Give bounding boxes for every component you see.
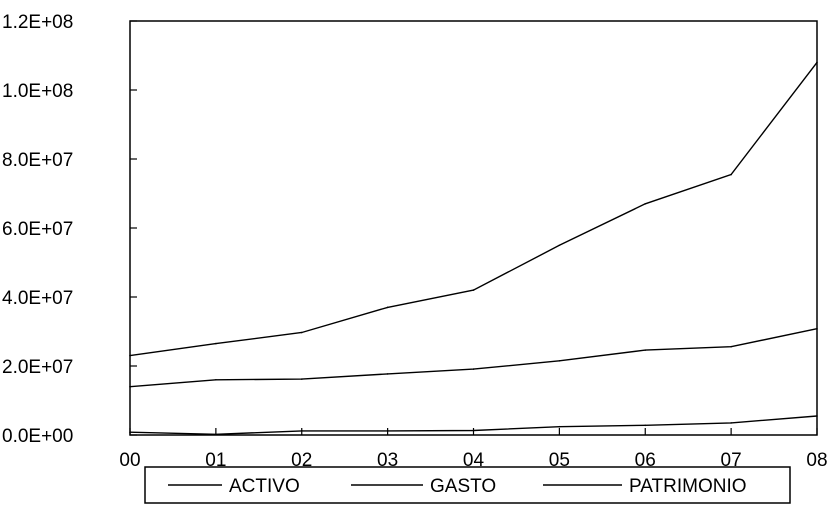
- data-point-activo: [129, 354, 131, 357]
- data-point-patrimonio: [129, 431, 131, 434]
- series-line-activo: [129, 61, 818, 357]
- x-tick-label: 06: [635, 450, 656, 471]
- data-point-activo: [300, 331, 303, 334]
- x-tick-label: 08: [806, 450, 827, 471]
- x-axis: 00 01 02 03 04 05 06 07 08: [119, 428, 827, 471]
- x-tick-label: 04: [463, 450, 485, 471]
- y-tick-label: 2.0E+07: [2, 357, 73, 378]
- y-tick-label: 0.0E+00: [2, 426, 73, 447]
- data-point-activo: [558, 244, 561, 247]
- y-tick-label: 1.2E+08: [2, 12, 73, 33]
- data-point-activo: [472, 289, 475, 291]
- y-axis: 0.0E+00 2.0E+07 4.0E+07 6.0E+07 8.0E+07 1.0E+…: [2, 12, 137, 447]
- data-point-gasto: [644, 349, 647, 351]
- data-point-activo: [215, 342, 217, 345]
- data-point-gasto: [129, 385, 131, 388]
- data-point-gasto: [558, 360, 561, 362]
- data-point-patrimonio: [300, 430, 303, 432]
- x-tick-label: 00: [119, 450, 140, 471]
- legend-label-gasto: GASTO: [430, 476, 496, 497]
- legend: ACTIVO GASTO PATRIMONIO: [144, 466, 791, 504]
- data-point-gasto: [386, 373, 389, 375]
- x-tick-label: 01: [205, 450, 226, 471]
- x-tick-label: 07: [721, 450, 742, 471]
- legend-label-patrimonio: PATRIMONIO: [629, 476, 747, 497]
- data-point-gasto: [472, 368, 475, 370]
- series-lines: [129, 61, 818, 436]
- data-point-gasto: [215, 379, 217, 381]
- data-point-patrimonio: [730, 422, 732, 424]
- data-point-patrimonio: [816, 415, 818, 417]
- legend-box: [144, 466, 791, 504]
- x-tick-label: 05: [549, 450, 570, 471]
- legend-label-activo: ACTIVO: [229, 476, 300, 497]
- data-point-gasto: [730, 345, 732, 348]
- x-tick-label: 02: [291, 450, 312, 471]
- data-point-patrimonio: [215, 433, 217, 436]
- series-line-gasto: [129, 328, 818, 388]
- data-point-patrimonio: [558, 425, 561, 428]
- data-point-patrimonio: [386, 430, 389, 432]
- y-tick-label: 1.0E+08: [2, 81, 73, 102]
- y-tick-label: 4.0E+07: [2, 288, 73, 309]
- data-point-gasto: [816, 327, 818, 330]
- data-point-activo: [644, 203, 647, 205]
- data-point-activo: [730, 173, 732, 176]
- data-point-patrimonio: [472, 429, 475, 432]
- data-point-activo: [386, 306, 389, 309]
- data-point-gasto: [300, 378, 303, 380]
- y-tick-label: 6.0E+07: [2, 219, 73, 240]
- data-point-activo: [816, 61, 818, 64]
- plot-area: [129, 20, 818, 436]
- y-tick-label: 8.0E+07: [2, 150, 73, 171]
- x-tick-label: 03: [377, 450, 398, 471]
- data-point-patrimonio: [644, 424, 647, 427]
